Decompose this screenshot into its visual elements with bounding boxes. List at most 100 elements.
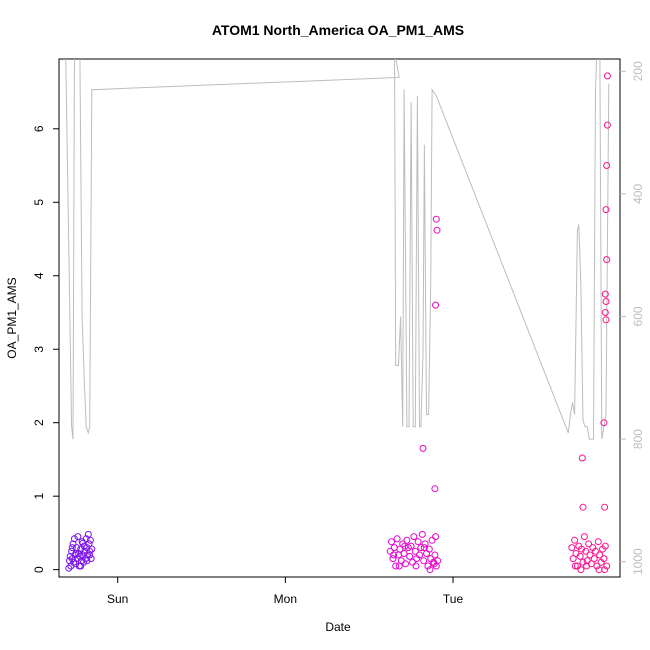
scatter-point — [401, 542, 409, 550]
scatter-point — [409, 558, 416, 566]
scatter-point — [432, 562, 440, 570]
scatter-point — [602, 206, 610, 214]
scatter-point — [432, 301, 440, 309]
scatter-point — [580, 533, 588, 541]
scatter-point — [423, 550, 430, 557]
scatter-point — [410, 533, 418, 541]
scatter-point — [396, 545, 404, 553]
scatter-point — [601, 290, 609, 298]
scatter-point — [579, 558, 587, 566]
scatter-point — [596, 551, 604, 559]
x-tick-label: Tue — [443, 592, 464, 606]
scatter-point — [395, 562, 403, 570]
scatter-point — [568, 544, 576, 552]
scatter-point — [603, 562, 611, 570]
axes-layer: 0 1 2 3 4 5 6 200 400 600 800 1000 Sun Mon Tue — [32, 61, 645, 606]
y-tick-label: 5 — [32, 199, 46, 206]
scatter-point — [592, 547, 599, 555]
y-tick-label: 3 — [32, 346, 46, 353]
scatter-point — [388, 538, 395, 546]
scatter-point — [582, 547, 590, 555]
scatter-point — [416, 551, 423, 559]
scatter-point — [594, 538, 602, 546]
scatter-point — [603, 162, 611, 169]
scatter-point — [420, 544, 428, 552]
scatter-point — [390, 551, 398, 559]
scatter-layer — [65, 72, 611, 574]
scatter-point — [583, 562, 590, 570]
scatter-point — [414, 538, 422, 546]
scatter-point — [602, 316, 610, 324]
scatter-point — [79, 539, 87, 547]
scatter-point — [88, 545, 96, 553]
scatter-point — [82, 535, 90, 543]
y2-tick-label: 200 — [631, 61, 645, 81]
y-tick-label: 4 — [32, 272, 46, 279]
scatter-point — [77, 562, 85, 570]
scatter-point — [602, 298, 610, 305]
scatter-point — [406, 552, 414, 560]
scatter-point — [600, 555, 608, 563]
scatter-point — [431, 485, 439, 493]
scatter-point — [69, 540, 77, 548]
scatter-point — [601, 566, 609, 574]
scatter-point — [600, 419, 608, 427]
scatter-point — [70, 558, 78, 566]
scatter-point — [571, 562, 579, 570]
y-axis-label: OA_PM1_AMS — [5, 277, 19, 358]
scatter-point — [421, 540, 429, 548]
scatter-point — [433, 226, 441, 234]
scatter-point — [579, 503, 587, 511]
scatter-point — [603, 121, 611, 129]
grey-line-layer — [65, 59, 610, 440]
plot-frame — [58, 58, 621, 578]
scatter-point — [578, 545, 586, 553]
y-tick-label: 1 — [32, 493, 46, 500]
scatter-point — [389, 555, 397, 563]
scatter-point — [573, 562, 581, 570]
scatter-point — [72, 550, 80, 557]
x-tick-label: Mon — [274, 592, 297, 606]
scatter-point — [86, 536, 94, 544]
scatter-point — [399, 540, 407, 548]
scatter-point — [392, 562, 400, 570]
y-tick-label: 6 — [32, 125, 46, 132]
scatter-point — [419, 444, 427, 452]
y-tick-label: 0 — [32, 566, 46, 573]
series-line — [65, 59, 610, 440]
scatter-point — [590, 555, 598, 563]
scatter-point — [593, 562, 601, 570]
scatter-point — [402, 560, 409, 568]
scatter-point — [412, 562, 420, 570]
scatter-point — [65, 564, 73, 572]
scatter-point — [68, 547, 76, 555]
scatter-point — [601, 503, 609, 511]
y2-tick-label: 1000 — [631, 548, 645, 575]
scatter-point — [426, 566, 434, 574]
scatter-point — [390, 544, 398, 552]
scatter-point — [578, 454, 586, 462]
scatter-point — [86, 551, 94, 559]
y-tick-label: 2 — [32, 419, 46, 426]
scatter-point — [603, 72, 611, 80]
scatter-point — [66, 552, 74, 560]
scatter-point — [74, 533, 82, 541]
scatter-point — [86, 547, 94, 555]
scatter-point — [87, 555, 95, 563]
scatter-point — [432, 533, 440, 541]
x-axis-label: Date — [325, 620, 351, 634]
x-tick-label: Sun — [107, 592, 128, 606]
scatter-point — [603, 256, 611, 264]
scatter-point — [84, 530, 92, 538]
scatter-point — [403, 536, 411, 544]
scatter-point — [572, 550, 580, 557]
scatter-point — [571, 536, 579, 544]
scatter-point — [585, 540, 593, 548]
scatter-point — [420, 557, 428, 565]
scatter-point — [68, 544, 76, 552]
scatter-point — [601, 309, 609, 316]
scatter-point — [432, 215, 440, 223]
scatter-point — [431, 551, 439, 559]
scatter-point — [425, 545, 433, 553]
